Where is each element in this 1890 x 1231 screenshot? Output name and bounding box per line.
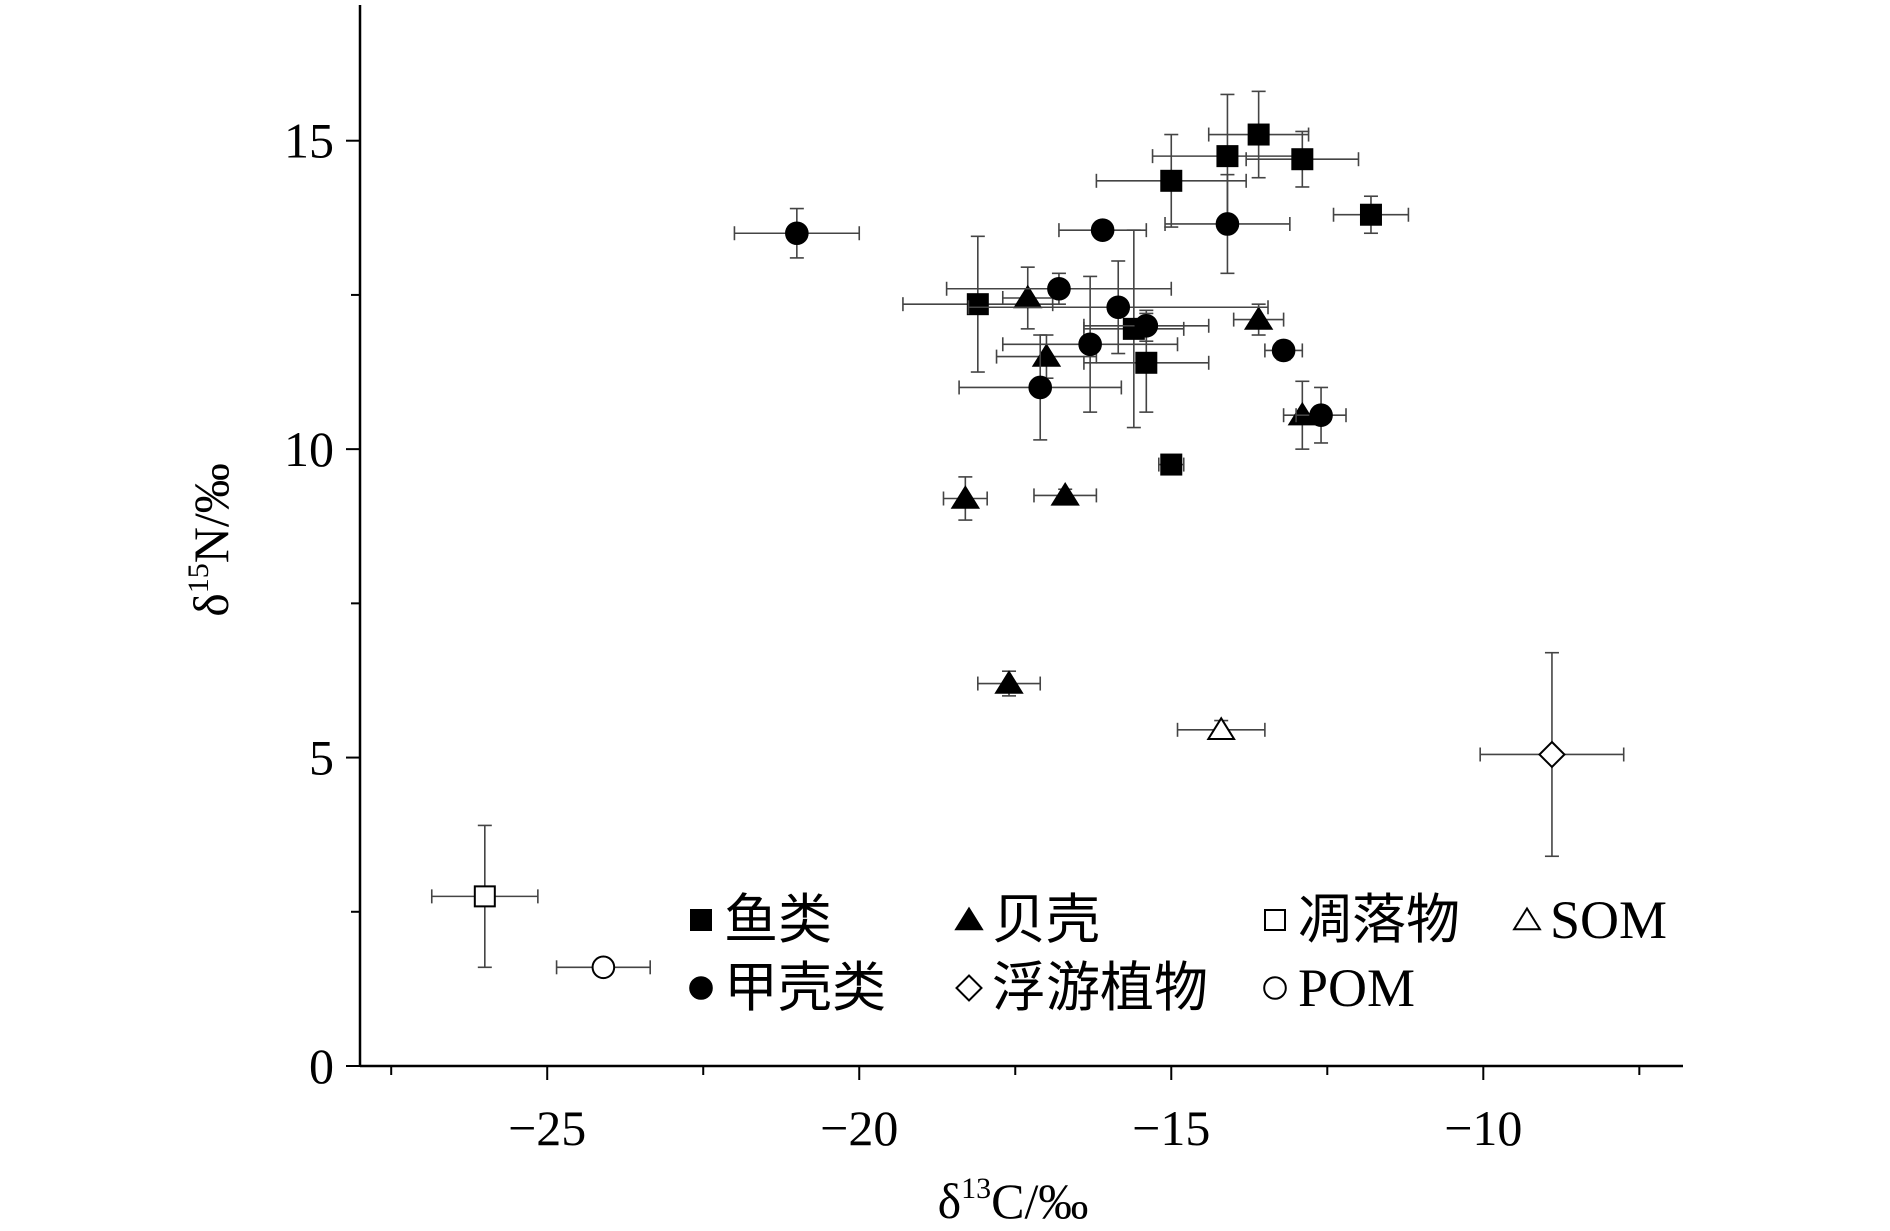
- x-axis-title-delta: δ: [938, 1173, 962, 1226]
- legend-marker: [954, 906, 984, 931]
- data-point: [950, 485, 981, 509]
- data-point: [473, 885, 496, 908]
- legend-marker: [1264, 909, 1286, 931]
- series-4: [430, 824, 539, 969]
- data-point: [1359, 203, 1382, 226]
- legend-label: POM: [1298, 958, 1415, 1018]
- data-point: [1215, 212, 1240, 236]
- y-axis-title-unit: N/‰: [183, 463, 239, 563]
- data-point: [785, 221, 809, 246]
- data-point: [1134, 313, 1159, 338]
- x-tick-label: −10: [1444, 1100, 1522, 1156]
- data-point: [1538, 740, 1566, 769]
- y-axis-title-superscript: 15: [182, 563, 215, 593]
- data-point: [1309, 403, 1333, 428]
- data-point: [994, 670, 1024, 694]
- series-3: [1479, 651, 1625, 858]
- x-axis-title-superscript: 13: [961, 1172, 991, 1205]
- data-point: [1216, 145, 1239, 168]
- plot-area: [430, 90, 1625, 980]
- x-axis-title: δ13C/‰: [938, 1172, 1089, 1226]
- y-tick-label: 10: [284, 421, 334, 477]
- x-tick-label: −20: [820, 1100, 898, 1156]
- data-point: [1291, 148, 1314, 171]
- series-5: [555, 955, 651, 980]
- y-tick-label: 15: [284, 113, 334, 169]
- legend-item: 浮游植物: [955, 958, 1208, 1018]
- x-axis-title-unit: C/‰: [991, 1173, 1088, 1226]
- y-axis-title: δ15N/‰: [182, 463, 239, 617]
- series-6: [1176, 716, 1266, 741]
- y-axis-title-delta: δ: [183, 593, 239, 617]
- data-point: [1090, 218, 1115, 242]
- data-point: [1271, 338, 1296, 363]
- data-point: [1247, 123, 1270, 146]
- x-tick-label: −15: [1132, 1100, 1210, 1156]
- legend-marker: [1512, 906, 1542, 931]
- legend-marker: [1263, 976, 1287, 1000]
- y-tick-label: 0: [309, 1038, 334, 1094]
- x-tick-label: −25: [508, 1100, 586, 1156]
- legend-marker: [689, 976, 713, 1000]
- legend-marker: [690, 909, 712, 931]
- legend-label: 凋落物: [1298, 890, 1460, 950]
- legend-item: POM: [1263, 958, 1415, 1018]
- legend-label: SOM: [1550, 890, 1667, 950]
- legend-marker: [955, 974, 983, 1002]
- legend-item: 凋落物: [1264, 890, 1460, 950]
- data-point: [1013, 284, 1043, 309]
- legend-item: 贝壳: [954, 890, 1100, 950]
- legend-item: 甲壳类: [689, 958, 886, 1018]
- data-point: [966, 293, 989, 316]
- data-point: [1050, 482, 1080, 506]
- legend: 鱼类 贝壳 凋落物 SOM 甲壳类 浮游植物 POM: [689, 890, 1667, 1018]
- series-2: [733, 173, 1347, 444]
- legend-item: SOM: [1512, 890, 1667, 950]
- data-point: [1047, 276, 1071, 301]
- data-point: [1106, 295, 1131, 320]
- legend-label: 鱼类: [724, 890, 832, 950]
- data-point: [591, 955, 616, 980]
- data-point: [1135, 351, 1158, 374]
- data-point: [1206, 716, 1236, 741]
- data-point: [1243, 306, 1274, 330]
- legend-item: 鱼类: [690, 890, 832, 950]
- data-point: [1028, 375, 1053, 400]
- data-point: [1078, 332, 1102, 357]
- legend-label: 浮游植物: [992, 958, 1208, 1018]
- data-point: [1160, 169, 1183, 192]
- legend-label: 甲壳类: [724, 958, 886, 1018]
- data-point: [1031, 343, 1062, 367]
- legend-label: 贝壳: [992, 890, 1100, 950]
- y-tick-label: 5: [309, 730, 334, 786]
- data-point: [1160, 453, 1183, 476]
